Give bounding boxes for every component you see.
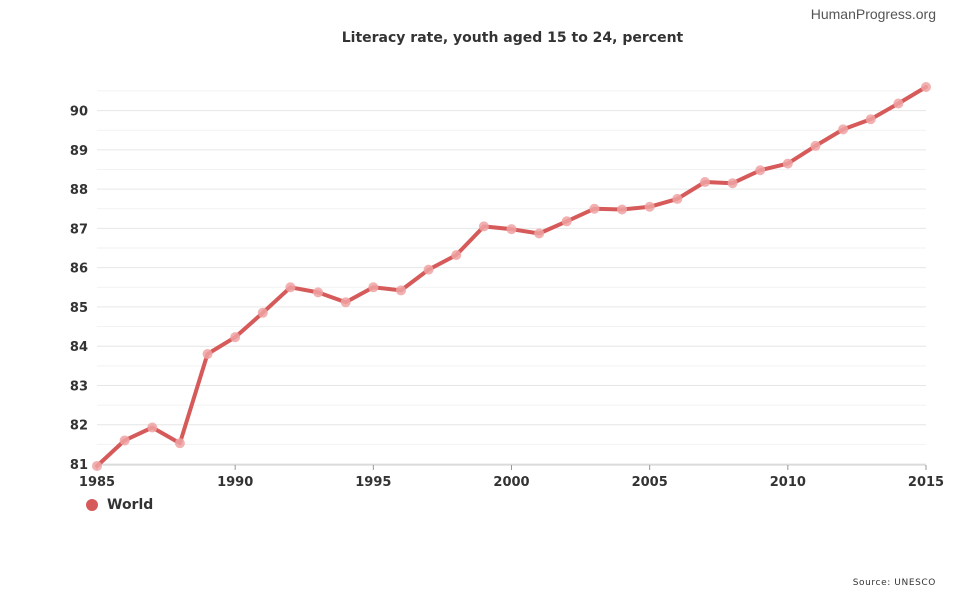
x-tick-label-1985: 1985 bbox=[79, 475, 115, 490]
data-point-1996 bbox=[395, 285, 406, 296]
data-point-1990 bbox=[230, 332, 241, 343]
x-tick-label-2005: 2005 bbox=[632, 475, 668, 490]
chart-title: Literacy rate, youth aged 15 to 24, perc… bbox=[341, 30, 684, 46]
y-tick-label-87: 87 bbox=[70, 222, 88, 237]
data-point-1987 bbox=[147, 422, 158, 433]
y-tick-label-89: 89 bbox=[70, 144, 88, 159]
data-point-1999 bbox=[478, 221, 489, 232]
data-point-2012 bbox=[838, 124, 849, 135]
x-tick-label-2010: 2010 bbox=[770, 475, 806, 490]
data-point-1994 bbox=[340, 297, 351, 308]
data-point-2003 bbox=[589, 203, 600, 214]
x-tick-label-1990: 1990 bbox=[217, 475, 253, 490]
data-point-1985 bbox=[92, 460, 102, 471]
y-tick-label-82: 82 bbox=[70, 419, 88, 434]
data-point-2009 bbox=[755, 165, 766, 176]
data-point-1992 bbox=[285, 282, 296, 293]
data-point-1988 bbox=[174, 438, 185, 449]
y-tick-label-86: 86 bbox=[70, 262, 88, 277]
data-point-2010 bbox=[782, 158, 793, 169]
data-point-1989 bbox=[202, 349, 213, 360]
data-point-2002 bbox=[561, 216, 572, 227]
data-point-2013 bbox=[865, 114, 876, 125]
x-tick-label-2000: 2000 bbox=[493, 475, 529, 490]
watermark-text: HumanProgress.org bbox=[810, 6, 936, 22]
x-tick-label-1995: 1995 bbox=[355, 475, 391, 490]
legend[interactable]: World bbox=[86, 497, 153, 513]
y-tick-label-90: 90 bbox=[70, 105, 88, 120]
data-point-2014 bbox=[893, 98, 904, 109]
y-tick-label-81: 81 bbox=[70, 458, 88, 473]
data-point-2011 bbox=[810, 140, 821, 151]
series-line-world bbox=[95, 85, 928, 468]
data-point-1993 bbox=[313, 287, 324, 298]
y-tick-label-84: 84 bbox=[70, 340, 88, 355]
data-point-1997 bbox=[423, 264, 434, 275]
data-point-2007 bbox=[699, 177, 710, 188]
data-point-2005 bbox=[644, 201, 655, 212]
data-point-2015 bbox=[921, 82, 931, 92]
y-tick-label-85: 85 bbox=[70, 301, 88, 316]
data-point-2001 bbox=[534, 228, 545, 239]
legend-marker-icon bbox=[86, 499, 98, 511]
data-point-1986 bbox=[119, 435, 130, 446]
legend-label-world: World bbox=[107, 497, 154, 513]
data-point-1995 bbox=[368, 282, 379, 293]
y-tick-label-83: 83 bbox=[70, 379, 88, 394]
x-tick-label-2015: 2015 bbox=[908, 475, 944, 490]
data-point-2008 bbox=[727, 178, 738, 189]
data-point-2006 bbox=[672, 193, 683, 204]
data-point-2000 bbox=[506, 224, 517, 235]
data-point-2004 bbox=[617, 204, 628, 215]
data-point-1991 bbox=[257, 307, 268, 318]
y-tick-label-88: 88 bbox=[70, 183, 88, 198]
data-point-1998 bbox=[451, 250, 462, 261]
source-credit: Source: UNESCO bbox=[852, 578, 936, 588]
